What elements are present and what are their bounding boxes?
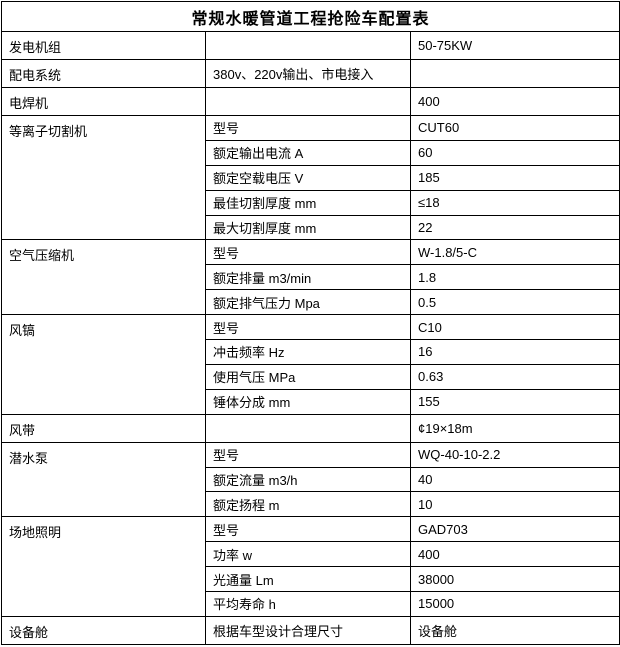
spec-value-cell: 16 bbox=[409, 339, 620, 365]
table-row: 光通量 Lm 38000 bbox=[2, 566, 620, 593]
spec-label-cell: 额定排气压力 Mpa bbox=[205, 289, 411, 316]
spec-label-cell: 使用气压 MPa bbox=[205, 363, 411, 390]
spec-label-cell: 光通量 Lm bbox=[205, 566, 411, 593]
spec-value-cell: 15000 bbox=[409, 591, 620, 617]
spec-label-cell: 额定输出电流 A bbox=[205, 139, 411, 166]
table-row: 锤体分成 mm 155 bbox=[2, 388, 620, 415]
equipment-name-cell: 空气压缩机 bbox=[1, 239, 206, 316]
table-row: 冲击频率 Hz 16 bbox=[2, 339, 620, 365]
table-row: 电焊机 400 bbox=[1, 87, 620, 116]
equipment-name-cell: 发电机组 bbox=[1, 31, 206, 60]
table-row: 使用气压 MPa 0.63 bbox=[2, 363, 620, 390]
table-row: 等离子切割机 型号 CUT60 bbox=[1, 114, 620, 241]
equipment-name-cell: 风镐 bbox=[1, 314, 206, 415]
table-row: 风带 ¢19×18m bbox=[1, 413, 620, 443]
spec-label-cell: 380v、220v输出、市电接入 bbox=[205, 59, 411, 88]
table-row: 空气压缩机 型号 W-1.8/5-C bbox=[1, 239, 620, 316]
spec-value-cell: 40 bbox=[409, 466, 620, 493]
spec-value-cell: ≤18 bbox=[409, 189, 620, 216]
table-row: 功率 w 400 bbox=[2, 541, 620, 568]
spec-value-cell: 50-75KW bbox=[409, 31, 620, 60]
spec-label-cell: 型号 bbox=[205, 314, 411, 341]
spec-value-cell: GAD703 bbox=[409, 516, 620, 543]
spec-label-cell bbox=[205, 87, 411, 116]
spec-value-cell: 22 bbox=[409, 214, 620, 241]
spec-value-cell: 0.63 bbox=[409, 363, 620, 390]
spec-label-cell: 最佳切割厚度 mm bbox=[205, 189, 411, 216]
equipment-name-cell: 潜水泵 bbox=[1, 441, 206, 518]
equipment-name-cell: 场地照明 bbox=[1, 516, 206, 617]
spec-label-cell bbox=[205, 31, 411, 60]
table-row: 最佳切割厚度 mm ≤18 bbox=[2, 189, 620, 216]
table-row: 潜水泵 型号 WQ-40-10-2.2 bbox=[1, 441, 620, 518]
table-title: 常规水暖管道工程抢险车配置表 bbox=[0, 1, 620, 32]
equipment-name-cell: 配电系统 bbox=[1, 59, 206, 88]
table-row: 发电机组 50-75KW bbox=[1, 31, 620, 60]
spec-label-cell: 型号 bbox=[205, 516, 411, 543]
spec-value-cell: CUT60 bbox=[409, 115, 620, 141]
spec-label-cell: 额定排量 m3/min bbox=[205, 264, 411, 291]
spec-label-cell bbox=[205, 413, 411, 443]
equipment-name-cell: 设备舱 bbox=[1, 615, 206, 646]
spec-value-cell: 60 bbox=[409, 139, 620, 166]
equipment-name-cell: 风带 bbox=[1, 413, 206, 443]
spec-value-cell: 38000 bbox=[409, 566, 620, 593]
table-row: 场地照明 型号 GAD703 bbox=[1, 516, 620, 617]
spec-value-cell: 155 bbox=[409, 388, 620, 415]
spec-label-cell: 型号 bbox=[205, 239, 411, 266]
spec-value-cell: 185 bbox=[409, 164, 620, 191]
table-row: 设备舱 根据车型设计合理尺寸 设备舱 bbox=[1, 615, 620, 646]
table-row: 配电系统 380v、220v输出、市电接入 bbox=[1, 59, 620, 88]
spec-value-cell: C10 bbox=[409, 314, 620, 341]
table-row: 平均寿命 h 15000 bbox=[2, 591, 620, 617]
spec-value-cell: 400 bbox=[409, 87, 620, 116]
spec-label-cell: 冲击频率 Hz bbox=[205, 339, 411, 365]
spec-label-cell: 最大切割厚度 mm bbox=[205, 214, 411, 241]
spec-value-cell: ¢19×18m bbox=[409, 413, 620, 443]
table-row: 额定空载电压 V 185 bbox=[2, 164, 620, 191]
spec-label-cell: 平均寿命 h bbox=[205, 591, 411, 617]
config-table-body: 发电机组 50-75KW 配电系统 380v、220v输出、市电接入 电焊机 400 等离子… bbox=[1, 31, 620, 646]
table-row: 最大切割厚度 mm 22 bbox=[2, 214, 620, 241]
spec-value-cell: W-1.8/5-C bbox=[409, 239, 620, 266]
table-row: 额定输出电流 A 60 bbox=[2, 139, 620, 166]
table-row: 额定排气压力 Mpa 0.5 bbox=[2, 289, 620, 316]
spec-label-cell: 额定流量 m3/h bbox=[205, 466, 411, 493]
spec-value-cell: 10 bbox=[409, 491, 620, 518]
table-row: 风镐 型号 C10 bbox=[1, 314, 620, 415]
table-row: 额定排量 m3/min 1.8 bbox=[2, 264, 620, 291]
equipment-name-cell: 等离子切割机 bbox=[1, 114, 206, 241]
equipment-name-cell: 电焊机 bbox=[1, 87, 206, 116]
spec-label-cell: 型号 bbox=[205, 115, 411, 141]
spec-value-cell: 设备舱 bbox=[409, 615, 620, 646]
spec-value-cell: WQ-40-10-2.2 bbox=[409, 441, 620, 468]
spec-value-cell bbox=[409, 59, 620, 88]
spec-label-cell: 额定扬程 m bbox=[205, 491, 411, 518]
spec-label-cell: 功率 w bbox=[205, 541, 411, 568]
spec-label-cell: 额定空载电压 V bbox=[205, 164, 411, 191]
spec-value-cell: 1.8 bbox=[409, 264, 620, 291]
spec-label-cell: 型号 bbox=[205, 441, 411, 468]
spec-value-cell: 0.5 bbox=[409, 289, 620, 316]
spec-value-cell: 400 bbox=[409, 541, 620, 568]
title-row: 常规水暖管道工程抢险车配置表 bbox=[0, 1, 620, 32]
spec-label-cell: 根据车型设计合理尺寸 bbox=[205, 615, 411, 646]
spec-label-cell: 锤体分成 mm bbox=[205, 388, 411, 415]
